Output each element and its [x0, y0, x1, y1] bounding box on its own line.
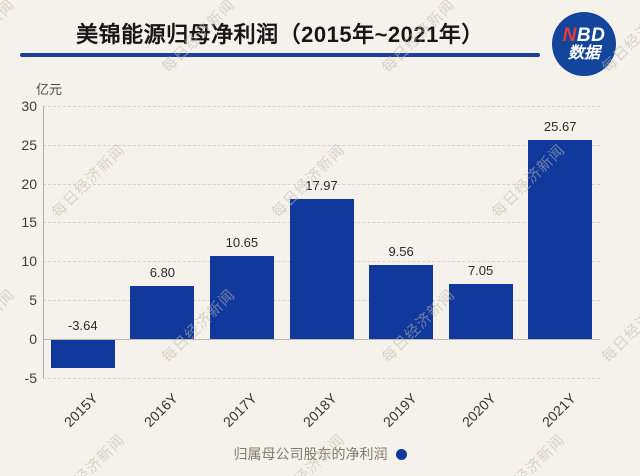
gridline — [43, 183, 600, 185]
nbd-logo-text: NBD — [562, 24, 606, 46]
nbd-logo: NBD 数据 — [552, 12, 616, 76]
gridline — [43, 144, 600, 146]
y-tick-label: 25 — [21, 136, 37, 153]
x-tick-label: 2017Y — [220, 390, 261, 430]
zero-gridline — [43, 339, 600, 340]
gridline — [43, 105, 600, 107]
bar-2017Y — [209, 256, 274, 339]
watermark-text: 每日经济新闻 — [48, 141, 129, 222]
legend-dot-icon — [395, 448, 407, 460]
bar-2019Y — [369, 264, 434, 339]
y-tick-label: 10 — [21, 253, 37, 270]
x-tick-label: 2018Y — [299, 390, 340, 430]
bar-value-label: 25.67 — [543, 118, 577, 134]
y-axis-line — [43, 105, 44, 378]
y-tick-label: 15 — [21, 214, 37, 231]
bar-2018Y — [289, 199, 354, 339]
legend: 归属母公司股东的净利润 — [0, 444, 640, 464]
x-tick-label: 2016Y — [140, 390, 181, 430]
x-tick-label: 2020Y — [458, 390, 499, 430]
bar-value-label: 17.97 — [305, 178, 338, 194]
bar-value-label: 9.56 — [388, 243, 414, 259]
watermark-text: 每日经济新闻 — [0, 0, 19, 77]
nbd-logo-shuju: 数据 — [567, 44, 600, 62]
bar-2016Y — [130, 286, 195, 339]
y-tick-label: 30 — [21, 97, 37, 114]
legend-label: 归属母公司股东的净利润 — [233, 446, 388, 462]
y-tick-label: 20 — [21, 175, 37, 192]
bar-value-label: 6.80 — [149, 265, 176, 281]
x-tick-label: 2019Y — [379, 390, 420, 430]
nbd-logo-bd: BD — [576, 24, 606, 46]
gridline — [43, 377, 600, 379]
chart-title: 美锦能源归母净利润（2015年~2021年） — [76, 22, 484, 47]
bar-value-label: 7.05 — [467, 263, 494, 279]
nbd-logo-n: N — [562, 24, 577, 46]
x-tick-label: 2015Y — [61, 390, 102, 430]
y-tick-label: 5 — [29, 292, 37, 309]
y-tick-label: 0 — [29, 331, 37, 347]
bar-value-label: 10.65 — [225, 235, 259, 251]
bar-2015Y — [50, 340, 115, 369]
bar-2021Y — [528, 139, 593, 339]
watermark-text: 每日经济新闻 — [598, 286, 640, 367]
x-tick-label: 2021Y — [538, 390, 579, 430]
y-tick-label: -5 — [24, 369, 37, 386]
y-axis-unit-label: 亿元 — [36, 82, 63, 97]
bar-value-label: -3.64 — [67, 318, 98, 333]
title-underline — [20, 53, 540, 57]
bar-2020Y — [448, 284, 513, 339]
